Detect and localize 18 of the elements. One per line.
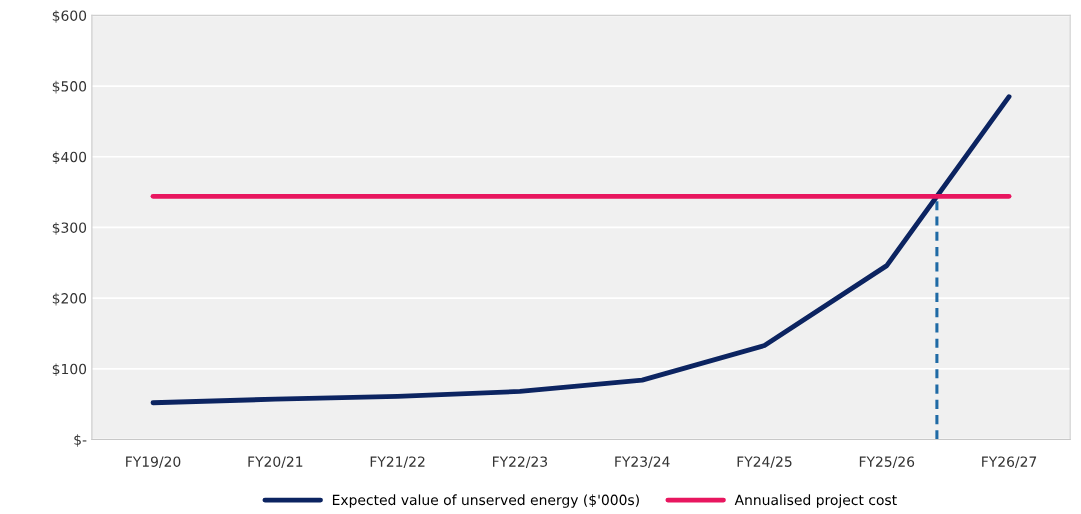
legend-label: Expected value of unserved energy ($'000s) — [332, 494, 639, 508]
line-series — [150, 94, 1012, 406]
x-tick-label: FY21/22 — [370, 456, 425, 468]
legend-label: Annualised project cost — [734, 494, 897, 508]
x-tick-label: FY23/24 — [615, 456, 670, 468]
x-tick-label: FY24/25 — [737, 456, 792, 468]
y-tick-label: $200 — [52, 292, 87, 306]
y-tick-label: $100 — [52, 363, 87, 377]
x-tick-label: FY19/20 — [126, 456, 181, 468]
x-tick-label: FY20/21 — [248, 456, 303, 468]
y-tick-label: $300 — [52, 222, 87, 235]
y-tick-label: $600 — [52, 10, 87, 23]
y-tick-label: $400 — [52, 151, 87, 165]
x-tick-label: FY25/26 — [859, 456, 915, 468]
y-tick-label: $500 — [52, 80, 87, 94]
y-tick-label: $- — [74, 434, 87, 447]
x-tick-label: FY22/23 — [493, 456, 548, 468]
x-tick-label: FY26/27 — [982, 456, 1037, 468]
